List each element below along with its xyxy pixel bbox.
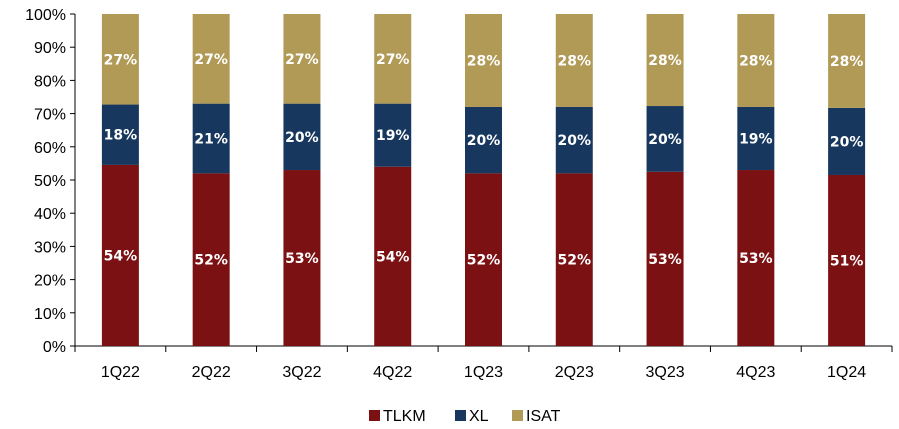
legend-label-tlkm: TLKM [383,408,426,425]
legend-label-xl: XL [469,408,489,425]
data-label-tlkm-3q22: 53% [285,251,319,267]
bars [101,14,866,346]
bar-xl-3q22 [283,103,321,171]
data-label-xl-4q22: 19% [376,128,410,144]
y-tick-label: 80% [34,73,66,90]
x-tick-label: 1Q22 [101,364,140,381]
x-tick-label: 3Q22 [282,364,321,381]
bar-isat-2q23 [555,14,593,107]
x-tick-label: 4Q22 [373,364,412,381]
y-tick-label: 60% [34,140,66,157]
y-tick-label: 10% [34,306,66,323]
bar-isat-1q22 [101,14,139,105]
bar-xl-3q23 [646,106,684,172]
bar-xl-1q22 [101,104,139,165]
bar-tlkm-1q23 [465,173,502,346]
bar-tlkm-4q22 [374,166,412,346]
bar-isat-2q22 [192,14,230,104]
legend: TLKM XL ISAT [369,408,561,425]
y-tick-label: 70% [34,107,66,124]
bar-tlkm-2q22 [192,173,230,346]
data-label-isat-2q23: 28% [558,53,592,69]
data-label-xl-1q23: 20% [467,133,501,149]
x-tick-label: 1Q24 [827,364,866,381]
y-tick-label: 90% [34,40,66,57]
bar-tlkm-3q23 [646,171,684,346]
bar-tlkm-1q22 [101,164,139,346]
bar-isat-1q24 [828,14,866,108]
data-label-tlkm-2q23: 52% [558,253,592,269]
y-tick-label: 0% [43,339,66,356]
data-label-xl-2q23: 20% [558,133,592,149]
data-label-isat-1q24: 28% [830,54,864,70]
x-tick-label: 2Q23 [555,364,594,381]
data-label-tlkm-4q22: 54% [376,249,410,265]
data-label-xl-2q22: 21% [194,132,228,148]
legend-label-isat: ISAT [526,408,561,425]
bar-xl-1q24 [828,107,866,175]
data-label-xl-3q22: 20% [285,130,319,146]
x-tick-label: 4Q23 [736,364,775,381]
bar-xl-1q23 [465,106,502,174]
bar-tlkm-3q22 [283,170,321,346]
legend-swatch-xl [455,410,466,421]
y-tick-label: 20% [34,273,66,290]
bar-isat-3q23 [646,14,684,107]
data-labels: 54% 18% 27% 52% 21% 27% 53% 20% 27% 54% 19% 27% 52% 2… [104,52,864,270]
y-axis: 0% 10% 20% 30% 40% 50% 60% 70% 80% 90% 100% [25,7,76,356]
data-label-tlkm-3q23: 53% [648,252,682,268]
data-label-isat-2q22: 27% [194,52,228,68]
bar-tlkm-4q23 [737,170,775,346]
y-tick-label: 40% [34,206,66,223]
bar-tlkm-1q24 [828,174,866,346]
x-tick-label: 3Q23 [645,364,684,381]
bar-isat-4q23 [737,14,775,107]
data-label-isat-3q22: 27% [285,52,319,68]
data-label-tlkm-1q24: 51% [830,253,864,269]
data-label-isat-1q23: 28% [467,53,501,69]
y-tick-label: 100% [25,7,66,24]
y-tick-label: 30% [34,239,66,256]
bar-isat-3q22 [283,14,321,104]
data-label-xl-3q23: 20% [648,132,682,148]
data-label-tlkm-4q23: 53% [739,251,773,267]
legend-swatch-tlkm [369,410,380,421]
x-axis: 1Q22 2Q22 3Q22 4Q22 1Q23 2Q23 3Q23 4Q23 1Q24 [74,345,893,381]
y-tick-label: 50% [34,173,66,190]
data-label-tlkm-1q23: 52% [467,253,501,269]
data-label-xl-1q24: 20% [830,134,864,150]
data-label-isat-1q22: 27% [104,52,138,68]
bar-xl-4q22 [374,103,412,167]
x-tick-label: 1Q23 [464,364,503,381]
bar-xl-4q23 [737,106,775,171]
data-label-isat-3q23: 28% [648,53,682,69]
bar-isat-1q23 [465,14,502,107]
data-label-xl-4q23: 19% [739,132,773,148]
bar-isat-4q22 [374,14,412,104]
data-label-tlkm-1q22: 54% [104,248,138,264]
bar-xl-2q22 [192,103,230,174]
legend-swatch-isat [512,410,523,421]
x-tick-label: 2Q22 [192,364,231,381]
data-label-isat-4q23: 28% [739,53,773,69]
data-label-isat-4q22: 27% [376,52,410,68]
data-label-tlkm-2q22: 52% [194,253,228,269]
bar-tlkm-2q23 [555,173,593,346]
bar-xl-2q23 [555,106,593,174]
data-label-xl-1q22: 18% [104,128,138,144]
